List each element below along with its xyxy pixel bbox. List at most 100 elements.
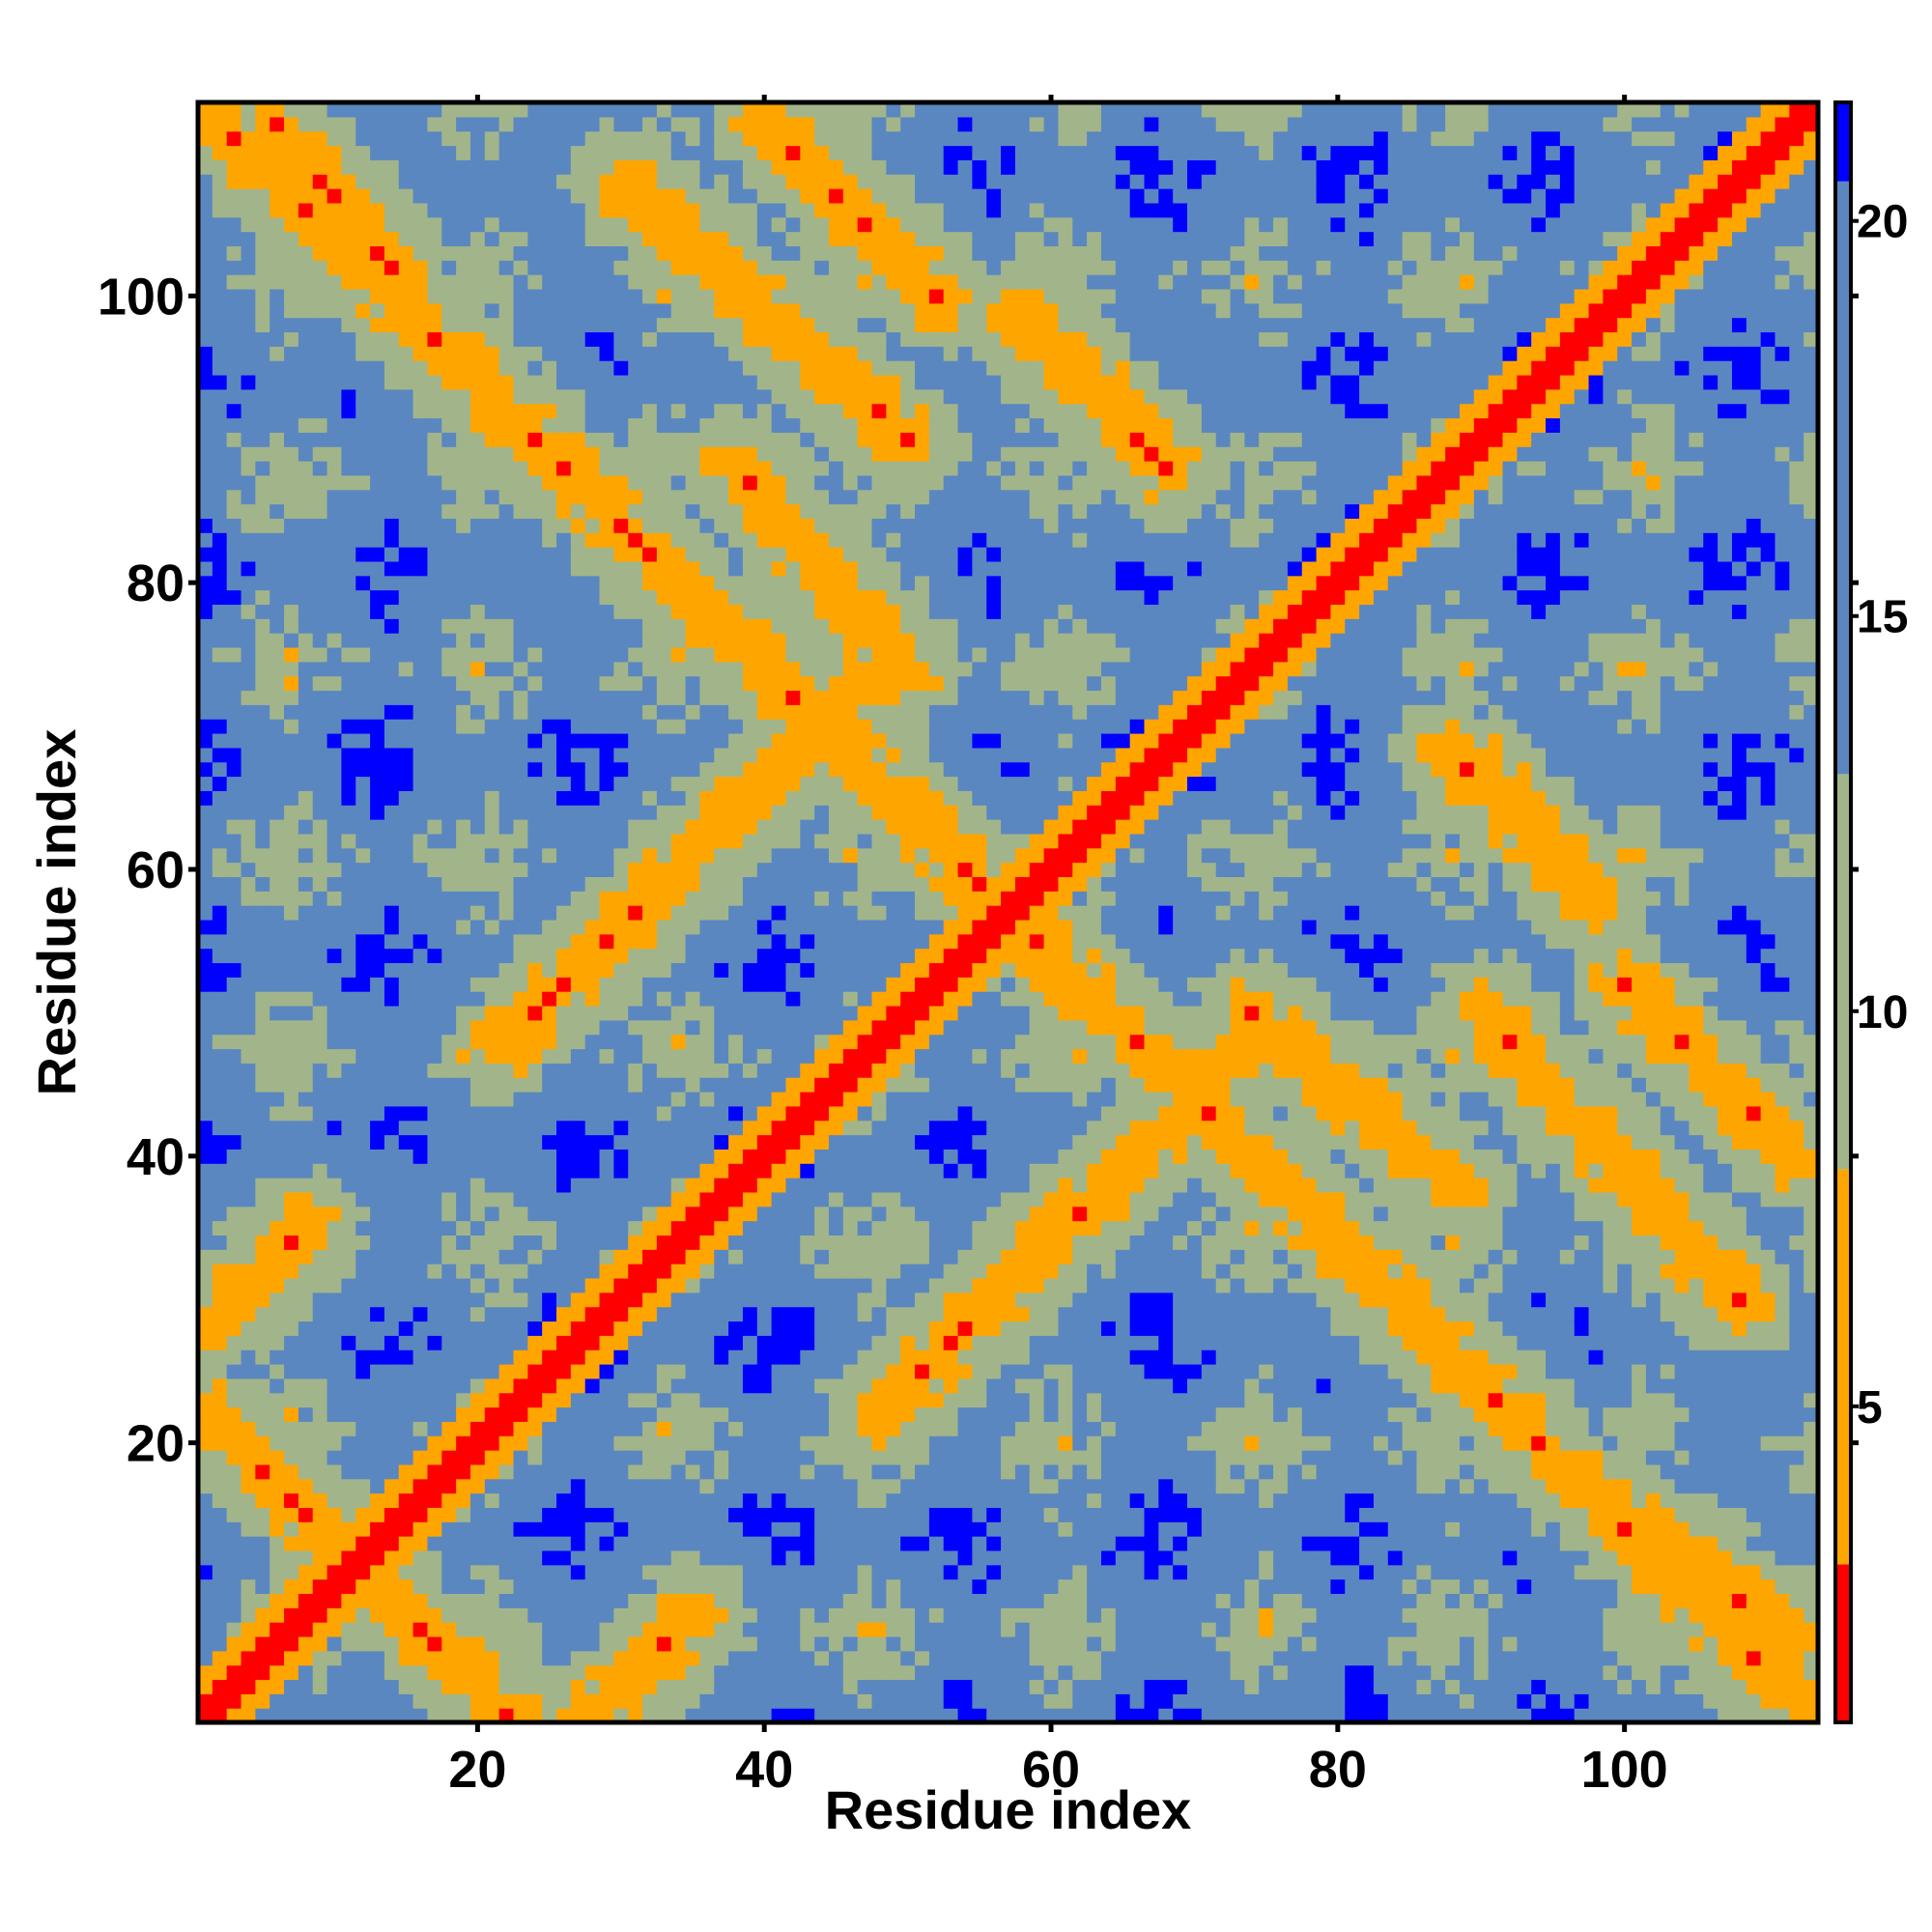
- heat-cell: [513, 675, 528, 692]
- heat-cell: [226, 532, 242, 548]
- heat-cell: [212, 919, 228, 935]
- heat-cell: [298, 675, 314, 692]
- heat-cell: [728, 174, 744, 189]
- heat-cell: [556, 805, 572, 820]
- heat-cell: [441, 646, 457, 663]
- heat-cell: [599, 1178, 614, 1193]
- heat-cell: [656, 432, 672, 447]
- heat-cell: [771, 145, 787, 160]
- heat-cell: [527, 1578, 543, 1595]
- heat-cell: [527, 847, 543, 864]
- heat-cell: [469, 618, 486, 634]
- heat-cell: [685, 1048, 701, 1064]
- heat-cell: [756, 1593, 773, 1608]
- heat-cell: [699, 761, 715, 778]
- heat-cell: [498, 1679, 515, 1694]
- heat-cell: [570, 1607, 586, 1623]
- heat-cell: [584, 547, 601, 562]
- heat-cell: [699, 1034, 715, 1050]
- heat-cell: [370, 905, 385, 921]
- heat-cell: [270, 202, 285, 218]
- heat-cell: [542, 159, 557, 175]
- heat-cell: [312, 646, 328, 663]
- heat-cell: [241, 518, 256, 533]
- heat-cell: [456, 374, 471, 390]
- heat-cell: [513, 388, 528, 405]
- heat-cell: [542, 1406, 557, 1422]
- heat-cell: [469, 374, 486, 390]
- heat-cell: [255, 532, 270, 548]
- heat-cell: [670, 1622, 687, 1637]
- heat-cell: [742, 1235, 758, 1250]
- heat-cell: [284, 116, 299, 132]
- heat-cell: [542, 1435, 557, 1451]
- heat-cell: [542, 1063, 557, 1078]
- heat-cell: [685, 1363, 701, 1379]
- heat-cell: [642, 1435, 658, 1451]
- heat-cell: [298, 1363, 314, 1379]
- heat-cell: [542, 646, 557, 663]
- heat-cell: [427, 1450, 442, 1465]
- heat-cell: [298, 790, 314, 806]
- heat-cell: [685, 761, 701, 778]
- heat-cell: [771, 1593, 787, 1608]
- heat-cell: [828, 1463, 844, 1480]
- heat-cell: [284, 503, 299, 519]
- heat-cell: [513, 260, 528, 275]
- heat-cell: [212, 704, 228, 720]
- heat-cell: [685, 805, 701, 820]
- heat-cell: [355, 905, 371, 921]
- heat-cell: [599, 704, 614, 720]
- heat-cell: [327, 446, 343, 462]
- heat-cell: [756, 489, 773, 505]
- heat-cell: [327, 1019, 343, 1036]
- heat-cell: [327, 116, 343, 132]
- heat-cell: [800, 1478, 815, 1494]
- heat-cell: [814, 417, 830, 433]
- heat-cell: [498, 1277, 515, 1293]
- heat-cell: [241, 188, 256, 204]
- heat-cell: [670, 302, 687, 319]
- heat-cell: [570, 145, 586, 160]
- heat-cell: [542, 1220, 557, 1236]
- heat-cell: [212, 1564, 228, 1580]
- heat-cell: [384, 1005, 400, 1021]
- heat-cell: [699, 1693, 715, 1709]
- heat-cell: [584, 1034, 601, 1050]
- heat-cell: [412, 1378, 429, 1394]
- heat-cell: [599, 518, 614, 533]
- heat-cell: [198, 1607, 213, 1623]
- heat-cell: [355, 1178, 371, 1193]
- heat-cell: [685, 991, 701, 1007]
- heat-cell: [298, 962, 314, 978]
- heat-cell: [628, 747, 643, 763]
- heat-cell: [298, 159, 314, 175]
- heat-cell: [298, 1092, 314, 1107]
- heat-cell: [742, 1149, 758, 1164]
- heat-cell: [670, 474, 687, 491]
- heat-cell: [542, 1163, 557, 1179]
- heat-cell: [756, 1421, 773, 1436]
- heat-cell: [341, 575, 356, 591]
- heat-cell: [656, 1679, 672, 1694]
- heat-cell: [584, 560, 601, 577]
- heat-cell: [498, 1350, 515, 1365]
- heat-cell: [599, 260, 614, 275]
- heat-cell: [427, 116, 442, 132]
- heat-cell: [456, 919, 471, 935]
- heat-cell: [714, 130, 729, 147]
- heat-cell: [613, 489, 629, 505]
- heat-cell: [685, 1378, 701, 1394]
- heat-cell: [613, 1149, 629, 1164]
- heat-cell: [728, 704, 744, 720]
- heat-cell: [456, 1536, 471, 1551]
- heat-cell: [498, 991, 515, 1007]
- heat-cell: [384, 948, 400, 964]
- heat-cell: [542, 274, 557, 290]
- heat-cell: [800, 847, 815, 864]
- heat-cell: [728, 260, 744, 275]
- heat-cell: [484, 876, 500, 892]
- heat-cell: [355, 1549, 371, 1566]
- heat-cell: [312, 346, 328, 361]
- heat-cell: [226, 747, 242, 763]
